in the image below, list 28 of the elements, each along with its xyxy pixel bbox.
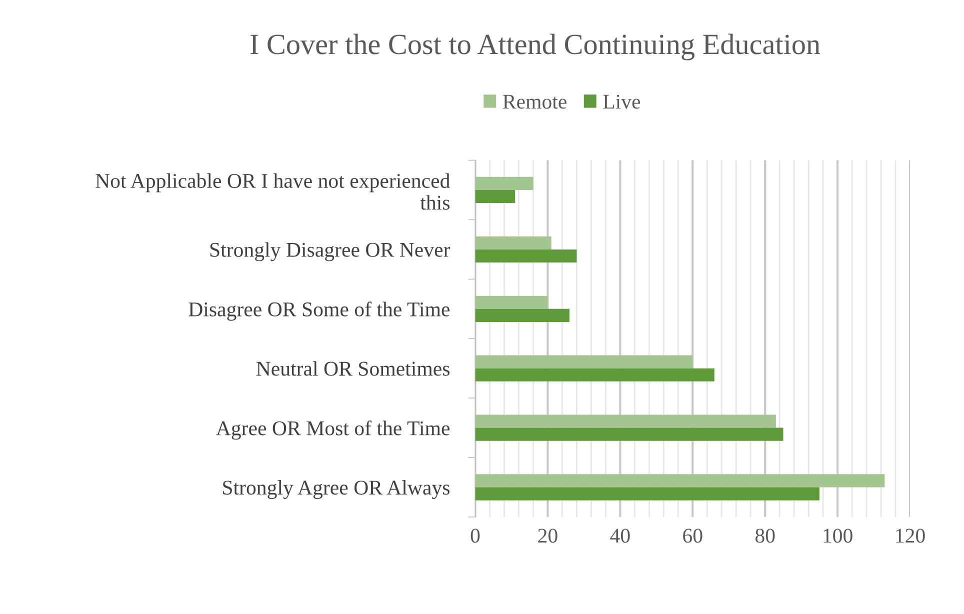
y-tick-label: Agree OR Most of the Time [216,420,450,440]
x-tick-label: 0 [470,528,480,543]
bar [475,190,516,204]
bar [475,249,577,263]
bar [475,176,534,190]
chart-title: I Cover the Cost to Attend Continuing Education [250,34,820,60]
x-tick-label: 120 [896,528,925,543]
x-tick-label: 100 [824,528,852,543]
bar [475,236,552,250]
bar [475,296,548,309]
bar [475,355,693,368]
y-tick-label: Disagree OR Some of the Time [188,302,450,321]
legend-label: Live [603,94,640,109]
y-tick-label: Not Applicable OR I have not experienced this [96,173,450,210]
y-tick-label: Strongly Agree OR Always [223,480,450,499]
x-tick-label: 60 [683,528,702,543]
bar [475,414,776,428]
legend-label: Remote [502,94,566,109]
x-tick-label: 80 [755,528,775,543]
bar [475,428,784,441]
y-tick-label: Neutral OR Sometimes [256,361,450,376]
bar [475,487,820,500]
x-tick-label: 40 [610,528,630,543]
bar [475,474,885,488]
bar [475,368,714,382]
x-tick-label: 20 [538,528,558,543]
bar [475,308,570,322]
y-tick-label: Strongly Disagree OR Never [210,242,450,262]
